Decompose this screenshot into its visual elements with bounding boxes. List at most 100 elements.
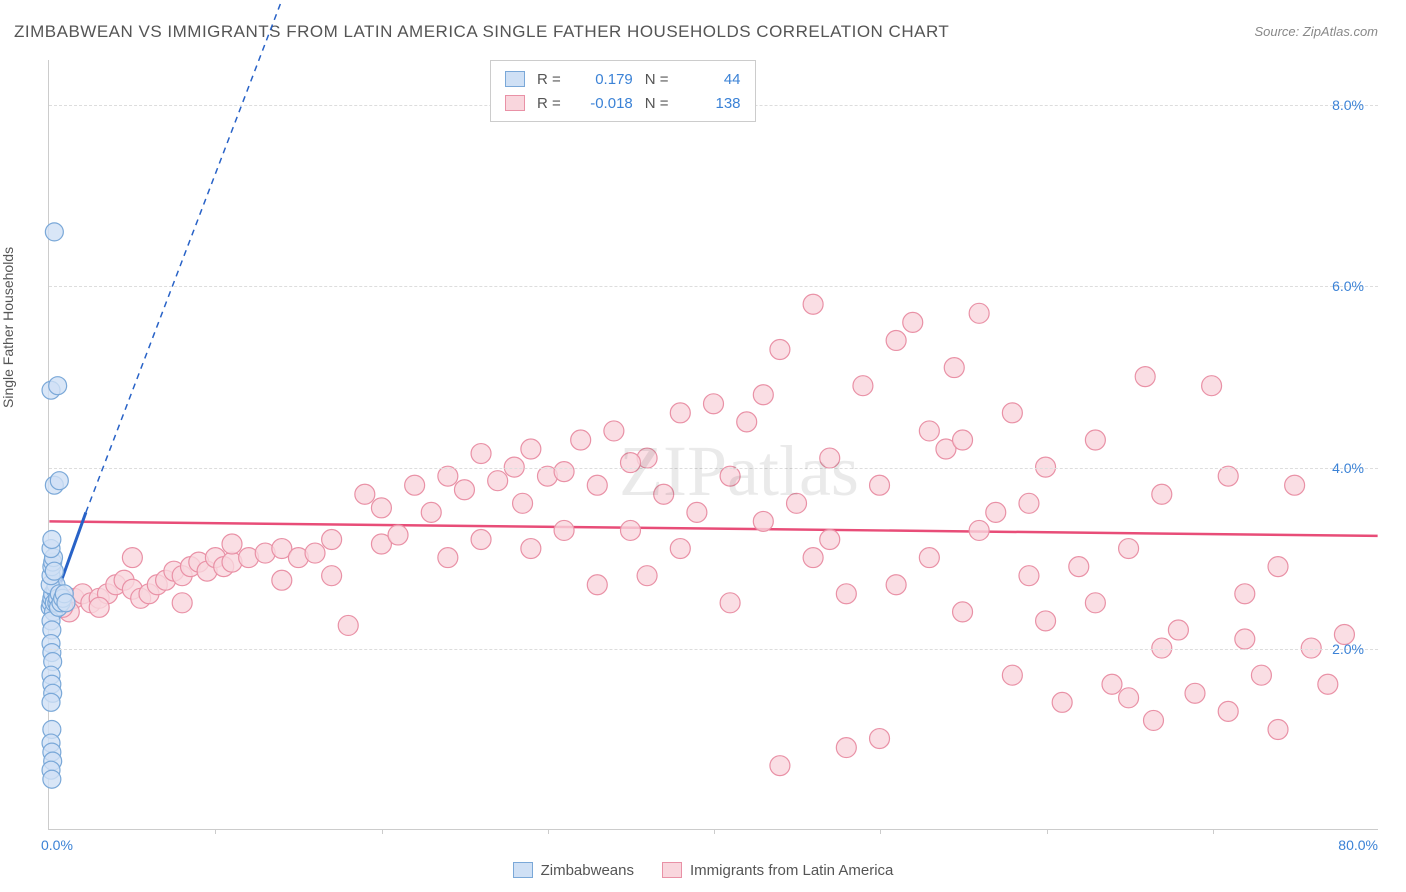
scatter-point xyxy=(944,358,964,378)
scatter-point xyxy=(471,530,491,550)
scatter-point xyxy=(969,520,989,540)
scatter-point xyxy=(355,484,375,504)
scatter-point xyxy=(322,566,342,586)
scatter-point xyxy=(438,466,458,486)
scatter-point xyxy=(89,597,109,617)
scatter-point xyxy=(1135,367,1155,387)
legend-item: Zimbabweans xyxy=(513,862,634,879)
trendline-blue-dashed xyxy=(86,0,415,512)
x-tick-label: 80.0% xyxy=(1338,837,1378,853)
scatter-point xyxy=(753,511,773,531)
chart-container: ZIMBABWEAN VS IMMIGRANTS FROM LATIN AMER… xyxy=(0,0,1406,892)
scatter-point xyxy=(1168,620,1188,640)
scatter-point xyxy=(388,525,408,545)
y-tick-label: 8.0% xyxy=(1332,97,1364,113)
scatter-point xyxy=(886,575,906,595)
scatter-point xyxy=(770,756,790,776)
scatter-point xyxy=(820,530,840,550)
scatter-point xyxy=(1052,692,1072,712)
scatter-point xyxy=(454,480,474,500)
scatter-point xyxy=(670,539,690,559)
correlation-legend: R =0.179N =44R =-0.018N =138 xyxy=(490,60,756,122)
legend-r-value: 0.179 xyxy=(573,71,633,88)
scatter-point xyxy=(521,439,541,459)
scatter-point xyxy=(770,340,790,360)
x-tick-mark xyxy=(382,829,383,834)
legend-item: Immigrants from Latin America xyxy=(662,862,893,879)
scatter-point xyxy=(1268,557,1288,577)
y-tick-label: 4.0% xyxy=(1332,460,1364,476)
scatter-point xyxy=(122,548,142,568)
scatter-point xyxy=(421,502,441,522)
scatter-point xyxy=(513,493,533,513)
scatter-point xyxy=(272,570,292,590)
gridline-h xyxy=(49,468,1378,469)
scatter-point xyxy=(1202,376,1222,396)
scatter-point xyxy=(554,520,574,540)
scatter-point xyxy=(371,498,391,518)
scatter-point xyxy=(1285,475,1305,495)
scatter-point xyxy=(1144,710,1164,730)
scatter-point xyxy=(620,520,640,540)
x-tick-label: 0.0% xyxy=(41,837,73,853)
legend-row: R =-0.018N =138 xyxy=(505,91,741,115)
scatter-point xyxy=(222,534,242,554)
scatter-point xyxy=(803,294,823,314)
series-legend: Zimbabweans Immigrants from Latin America xyxy=(0,862,1406,883)
scatter-point xyxy=(172,593,192,613)
scatter-point xyxy=(1085,430,1105,450)
legend-swatch xyxy=(505,95,525,111)
scatter-point xyxy=(969,303,989,323)
scatter-point xyxy=(720,466,740,486)
scatter-point xyxy=(50,472,68,490)
scatter-point xyxy=(620,453,640,473)
scatter-point xyxy=(43,531,61,549)
scatter-point xyxy=(1036,611,1056,631)
scatter-point xyxy=(919,548,939,568)
scatter-point xyxy=(1069,557,1089,577)
scatter-point xyxy=(753,385,773,405)
legend-label: Immigrants from Latin America xyxy=(690,862,893,879)
scatter-point xyxy=(853,376,873,396)
scatter-point xyxy=(737,412,757,432)
scatter-point xyxy=(57,594,75,612)
scatter-point xyxy=(43,770,61,788)
scatter-point xyxy=(637,566,657,586)
y-tick-label: 6.0% xyxy=(1332,278,1364,294)
legend-n-value: 138 xyxy=(681,95,741,112)
gridline-h xyxy=(49,286,1378,287)
scatter-point xyxy=(587,475,607,495)
scatter-point xyxy=(1019,566,1039,586)
scatter-point xyxy=(1235,584,1255,604)
scatter-point xyxy=(471,444,491,464)
scatter-point xyxy=(720,593,740,613)
scatter-point xyxy=(45,223,63,241)
scatter-point xyxy=(338,615,358,635)
scatter-point xyxy=(1318,674,1338,694)
scatter-point xyxy=(986,502,1006,522)
scatter-point xyxy=(1119,688,1139,708)
y-axis-label: Single Father Households xyxy=(0,247,16,408)
scatter-point xyxy=(1268,719,1288,739)
trendline-pink xyxy=(49,521,1377,535)
scatter-point xyxy=(521,539,541,559)
scatter-point xyxy=(870,475,890,495)
legend-n-value: 44 xyxy=(681,71,741,88)
scatter-svg xyxy=(49,60,1378,829)
scatter-point xyxy=(1019,493,1039,513)
scatter-point xyxy=(1218,701,1238,721)
scatter-point xyxy=(1152,484,1172,504)
legend-n-label: N = xyxy=(645,95,669,112)
scatter-point xyxy=(820,448,840,468)
x-tick-mark xyxy=(714,829,715,834)
scatter-point xyxy=(870,729,890,749)
scatter-point xyxy=(1251,665,1271,685)
scatter-point xyxy=(587,575,607,595)
scatter-point xyxy=(953,430,973,450)
scatter-point xyxy=(49,377,67,395)
source-attribution: Source: ZipAtlas.com xyxy=(1254,24,1378,39)
scatter-point xyxy=(1085,593,1105,613)
x-tick-mark xyxy=(880,829,881,834)
x-tick-mark xyxy=(1213,829,1214,834)
gridline-h xyxy=(49,649,1378,650)
